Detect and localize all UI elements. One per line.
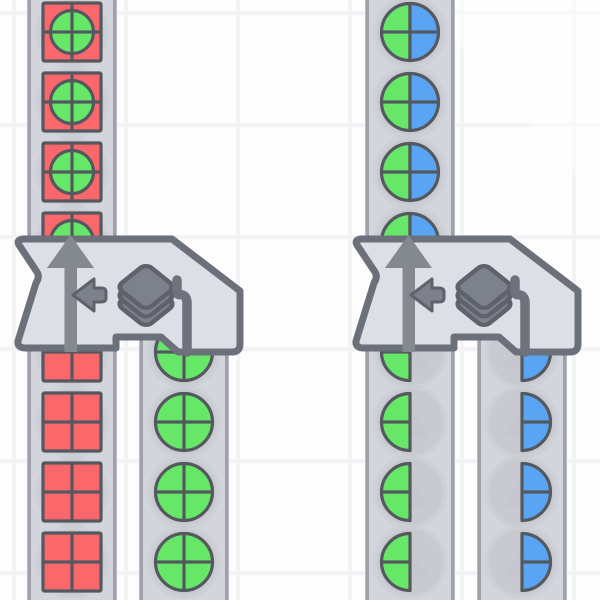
- item-red-full-square: [35, 455, 109, 529]
- grid-line: [0, 235, 600, 239]
- grid-line: [0, 123, 600, 127]
- belt-rail: [113, 0, 117, 247]
- ambient-highlight: [420, 0, 600, 205]
- grid-line: [0, 571, 600, 575]
- grid-line: [0, 347, 600, 351]
- belt-rail: [27, 0, 31, 247]
- item-blue-right-half-circle: [485, 385, 559, 459]
- grid-line: [12, 0, 16, 600]
- output-belt-right[interactable]: [365, 0, 455, 279]
- item-green-full-circle: [147, 455, 221, 529]
- belt-rail: [225, 340, 229, 600]
- secondary-input-pipe-icon: [510, 275, 530, 357]
- left-arrow-icon: [409, 277, 446, 313]
- belt-rail: [563, 340, 567, 600]
- item-green-left-half-circle: [373, 385, 447, 459]
- belt-rail: [365, 0, 369, 247]
- input-belt-left-secondary[interactable]: [139, 315, 229, 600]
- grid-line: [0, 11, 600, 15]
- input-belt-right-secondary[interactable]: [477, 315, 567, 600]
- grid-line: [348, 0, 352, 600]
- belt-rail: [451, 340, 455, 600]
- belt-rail: [139, 340, 143, 600]
- belt-rail: [451, 0, 455, 247]
- item-blue-right-half-circle: [485, 525, 559, 599]
- item-green-full-circle: [147, 525, 221, 599]
- output-arrow-icon: [47, 235, 94, 352]
- item-green-left-half-circle: [373, 525, 447, 599]
- item-green-blue-circle: [373, 0, 447, 69]
- secondary-input-pipe-icon: [172, 275, 192, 357]
- belt-rail: [27, 340, 31, 600]
- stacker-left[interactable]: [14, 235, 244, 357]
- belt-rail: [477, 340, 481, 600]
- belt-rail: [365, 340, 369, 600]
- item-green-blue-circle: [373, 65, 447, 139]
- item-green-full-circle: [147, 385, 221, 459]
- left-arrow-icon: [71, 277, 108, 313]
- item-green-left-half-circle: [373, 455, 447, 529]
- stacker-layers-icon: [117, 264, 175, 327]
- output-belt-left[interactable]: [27, 0, 117, 279]
- item-red-full-square: [35, 385, 109, 459]
- output-arrow-icon: [385, 235, 432, 352]
- item-blue-right-half-circle: [485, 455, 559, 529]
- item-red-square-green-circle-stack: [35, 65, 109, 139]
- grid-line: [0, 459, 600, 463]
- belt-rail: [113, 340, 117, 600]
- item-red-square-green-circle-stack: [35, 0, 109, 69]
- input-belt-right-primary[interactable]: [365, 315, 455, 600]
- stacker-right[interactable]: [352, 235, 582, 357]
- item-red-full-square: [35, 525, 109, 599]
- item-red-square-green-circle-stack: [35, 135, 109, 209]
- item-green-blue-circle: [373, 135, 447, 209]
- stacker-layers-icon: [455, 264, 513, 327]
- input-belt-left-primary[interactable]: [27, 315, 117, 600]
